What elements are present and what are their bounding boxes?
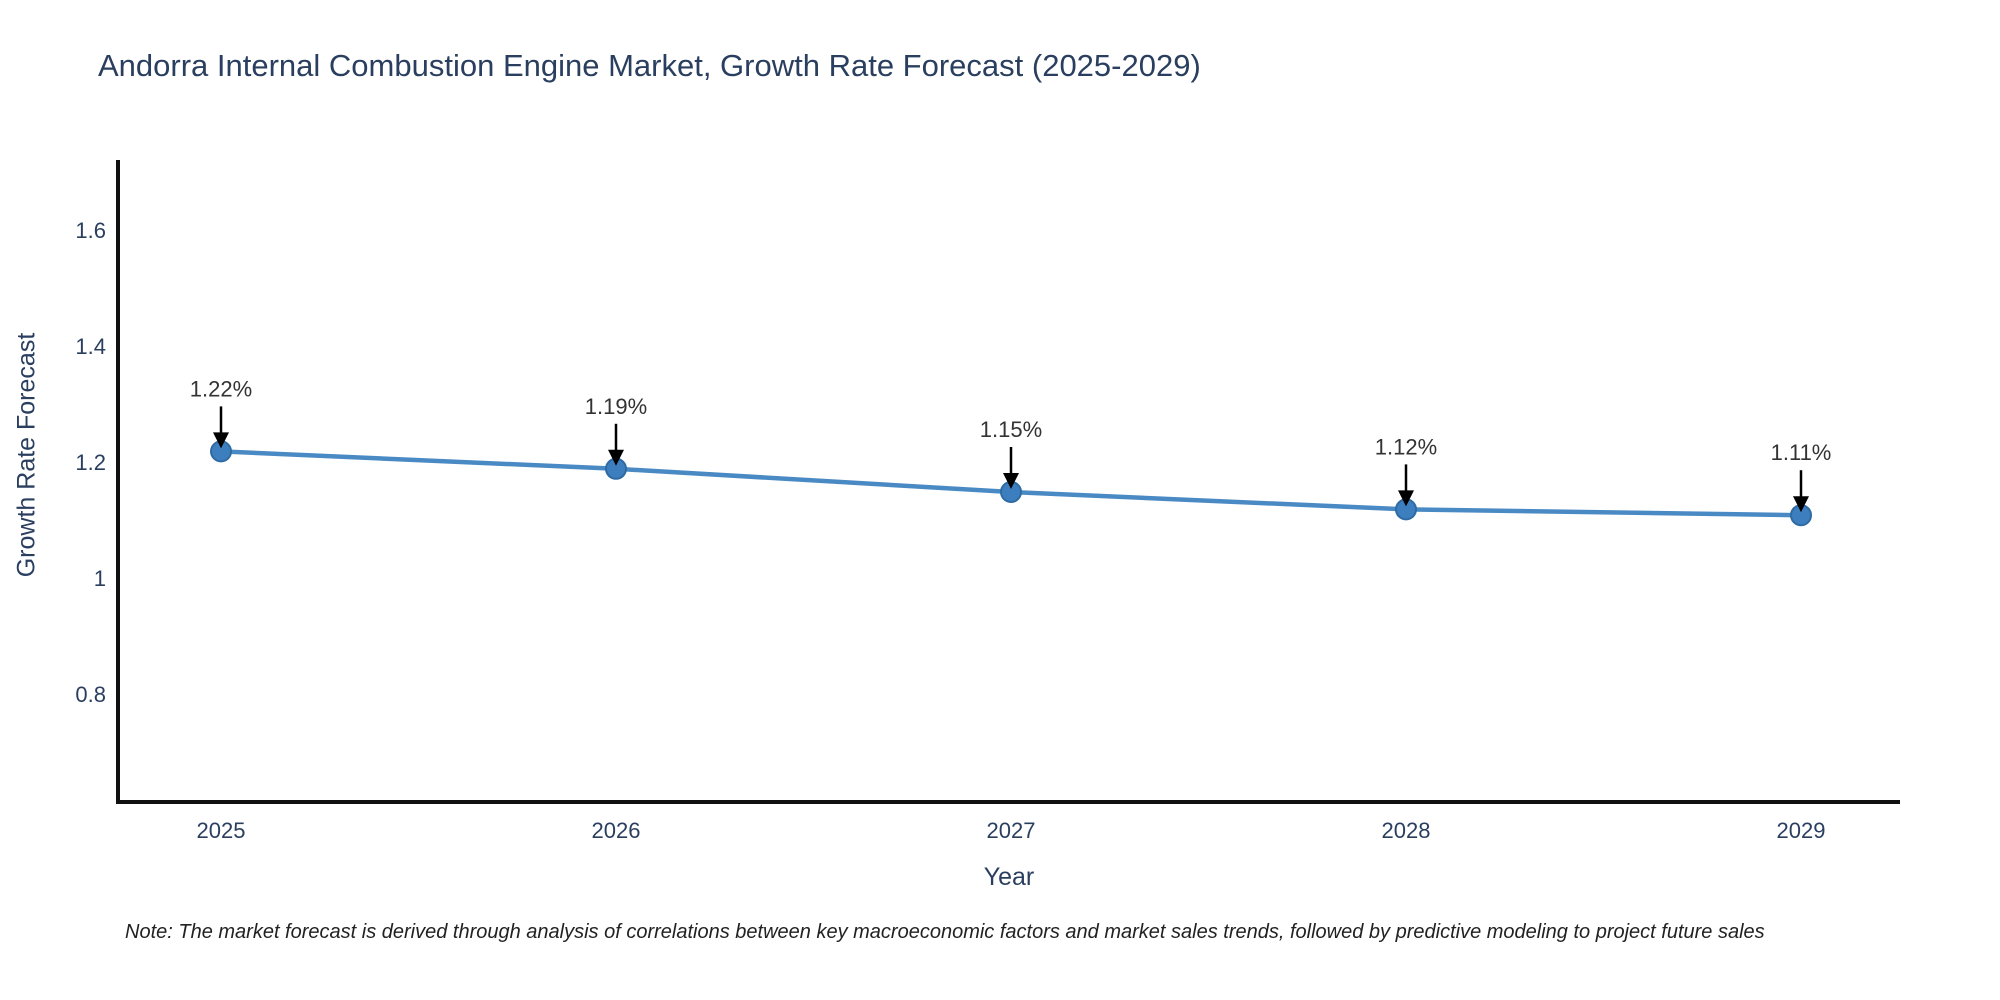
y-tick-label: 1.4: [75, 334, 106, 359]
y-tick-label: 0.8: [75, 682, 106, 707]
y-axis-title: Growth Rate Forecast: [12, 332, 41, 578]
x-axis-title: Year: [983, 863, 1035, 891]
annotation-arrowhead: [1003, 473, 1019, 489]
annotation-arrowhead: [213, 432, 229, 449]
x-tick-label: 2028: [1382, 818, 1431, 843]
x-tick-label: 2027: [987, 818, 1036, 843]
footnote: Note: The market forecast is derived thr…: [125, 921, 1765, 943]
y-tick-label: 1.6: [75, 218, 106, 243]
data-point-label: 1.19%: [585, 394, 647, 419]
data-point-label: 1.22%: [190, 376, 252, 401]
annotation-arrowhead: [1793, 496, 1809, 513]
x-tick-label: 2025: [197, 818, 246, 843]
data-point-label: 1.11%: [1771, 440, 1832, 465]
chart-title: Andorra Internal Combustion Engine Marke…: [98, 48, 1201, 83]
y-tick-label: 1.2: [75, 450, 106, 475]
annotation-arrowhead: [608, 449, 624, 466]
y-tick-label: 1: [94, 566, 106, 591]
data-point-label: 1.15%: [980, 417, 1042, 442]
data-point-label: 1.12%: [1375, 434, 1437, 459]
x-tick-label: 2029: [1777, 818, 1826, 843]
x-tick-label: 2026: [592, 818, 641, 843]
annotation-arrowhead: [1398, 490, 1414, 507]
